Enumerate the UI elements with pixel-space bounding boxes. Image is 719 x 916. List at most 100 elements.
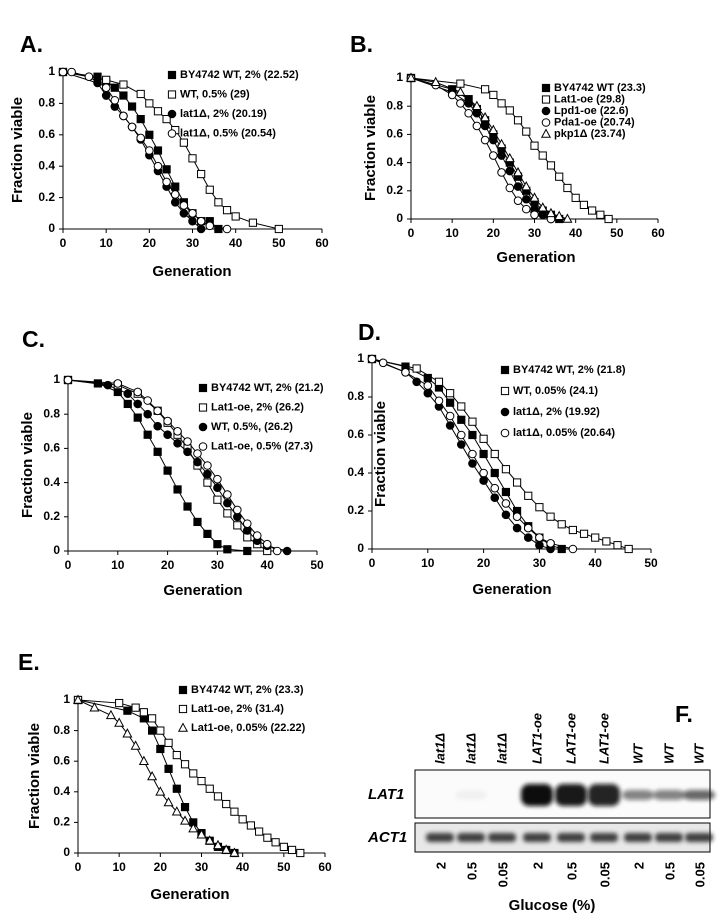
data-point — [271, 838, 280, 847]
data-point — [197, 776, 206, 786]
legend-label: BY4742 WT, 2% (23.3) — [191, 684, 304, 696]
legend-label: Pda1-oe (20.74) — [554, 116, 635, 128]
y-tick-label: 0.8 — [53, 723, 70, 737]
x-tick-label: 20 — [154, 860, 168, 874]
data-point — [196, 224, 206, 234]
glucose-label: 2 — [631, 862, 646, 869]
data-point — [171, 806, 182, 816]
x-axis-title: Generation — [496, 249, 575, 266]
data-point — [213, 495, 222, 504]
data-point — [114, 717, 125, 727]
y-tick-label: 0.2 — [53, 815, 70, 829]
data-point — [233, 505, 242, 515]
data-point — [153, 421, 162, 431]
data-point — [136, 115, 145, 124]
data-point — [170, 198, 180, 207]
x-tick-label: 0 — [369, 556, 376, 570]
data-point — [231, 212, 240, 221]
lane-label: LAT1-oe — [563, 713, 578, 764]
legend-marker — [198, 383, 208, 393]
data-point — [119, 111, 128, 121]
data-point — [143, 396, 152, 405]
data-point — [579, 200, 588, 210]
band — [685, 833, 713, 842]
x-tick-label: 10 — [111, 558, 125, 572]
data-point — [183, 502, 192, 511]
y-tick-label: 0 — [357, 541, 364, 555]
data-point — [472, 108, 482, 118]
data-point — [252, 531, 262, 540]
data-point — [554, 210, 565, 220]
data-point — [445, 411, 455, 421]
legend-label: lat1Δ, 2% (20.19) — [180, 108, 267, 120]
data-point — [456, 99, 465, 108]
band — [683, 790, 715, 800]
data-point — [522, 127, 531, 136]
legend-marker — [198, 442, 208, 451]
y-axis-title: Fraction viable — [362, 95, 379, 201]
y-axis-title: Fraction viable — [26, 723, 43, 829]
data-point — [490, 468, 499, 478]
data-point — [602, 537, 611, 546]
data-point — [530, 210, 539, 220]
data-point — [170, 190, 180, 199]
data-point — [412, 364, 421, 373]
x-tick-label: 10 — [445, 226, 459, 240]
x-tick-label: 20 — [161, 558, 175, 572]
data-point — [521, 194, 531, 204]
data-point — [447, 90, 457, 100]
glucose-label: 2 — [433, 862, 448, 869]
data-point — [596, 210, 605, 219]
band — [455, 790, 487, 800]
lane-label: LAT1-oe — [596, 713, 611, 764]
data-point — [105, 709, 116, 720]
data-point — [242, 519, 252, 528]
legend-label: Lat1-oe (29.8) — [554, 93, 625, 105]
data-point — [180, 760, 190, 769]
band — [655, 833, 683, 842]
legend-label: lat1Δ, 0.5% (20.54) — [180, 127, 276, 139]
data-point — [188, 209, 197, 218]
data-point — [530, 141, 539, 150]
glucose-label: 0.5 — [464, 862, 479, 880]
x-tick-label: 50 — [272, 236, 286, 250]
panel-label: B. — [350, 31, 373, 57]
data-point — [139, 708, 148, 717]
data-point — [468, 449, 477, 459]
data-point — [163, 796, 174, 807]
legend-marker — [198, 403, 208, 412]
data-point — [155, 786, 166, 796]
data-point — [513, 182, 523, 191]
glucose-label: 0.5 — [662, 862, 677, 880]
legend-marker — [167, 90, 177, 99]
data-point — [173, 427, 182, 436]
y-tick-label: 0.4 — [53, 784, 70, 798]
data-point — [568, 544, 578, 554]
legend-label: WT, 0.5% (29) — [180, 88, 250, 100]
data-point — [423, 388, 433, 398]
data-point — [171, 182, 180, 191]
data-point — [179, 209, 189, 218]
data-point — [162, 115, 171, 124]
x-tick-label: 40 — [229, 236, 243, 250]
y-tick-label: 0.6 — [43, 441, 60, 455]
data-point — [489, 90, 498, 100]
data-point — [213, 474, 222, 484]
data-point — [153, 406, 162, 416]
data-point — [115, 698, 124, 708]
data-point — [546, 512, 555, 521]
data-point — [579, 529, 589, 538]
legend-marker — [167, 109, 177, 119]
legend-label: lat1Δ, 0.05% (20.64) — [513, 427, 615, 439]
data-point — [163, 416, 172, 426]
data-point — [497, 99, 506, 108]
legend-marker — [500, 407, 510, 417]
panel-label: E. — [18, 649, 40, 675]
data-point — [138, 755, 149, 765]
lane-label: WT — [691, 743, 706, 764]
data-point — [162, 177, 171, 187]
legend-label: WT, 0.5%, (26.2) — [211, 421, 293, 433]
band — [653, 790, 685, 800]
data-point — [557, 520, 566, 529]
data-point — [512, 166, 524, 177]
